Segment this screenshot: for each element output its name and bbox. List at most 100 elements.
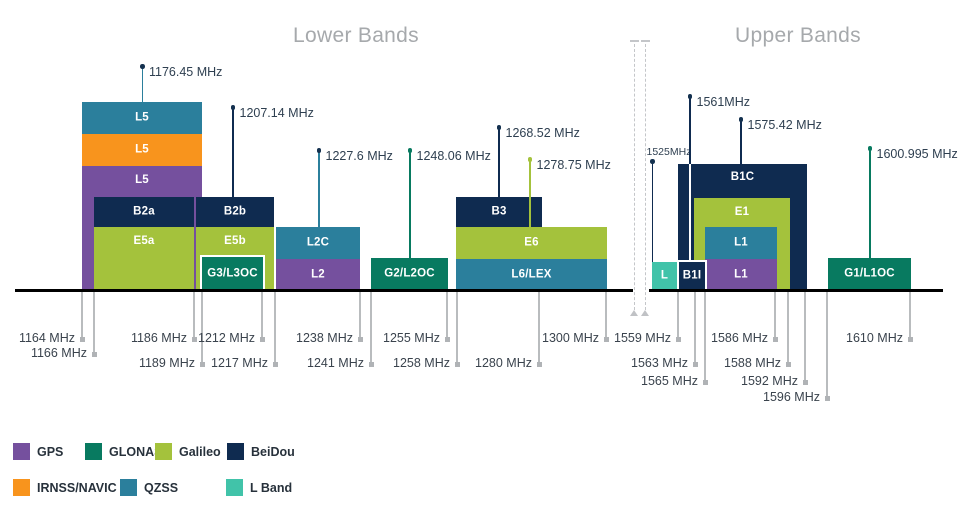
legend-label-qzss: QZSS: [144, 481, 179, 495]
legend-label-irnss: IRNSS/NAVIC: [37, 481, 117, 495]
edge-leader-line-1565: [704, 292, 706, 382]
band-block-e6: E6: [456, 227, 607, 259]
edge-leader-line-1217: [274, 292, 276, 364]
band-block-l-band: L: [652, 262, 677, 290]
freq-marker-dot-1575: [738, 117, 744, 122]
legend-swatch-qzss: [120, 479, 137, 496]
band-label-e6: E6: [524, 236, 539, 249]
edge-leader-square-1559: [675, 337, 681, 342]
band-block-l1-gps: L1: [705, 259, 777, 290]
edge-frequency-label-1238: 1238 MHz: [296, 331, 353, 345]
edge-frequency-label-1300: 1300 MHz: [542, 331, 599, 345]
edge-frequency-label-1610: 1610 MHz: [846, 331, 903, 345]
band-block-b3: B3: [456, 197, 542, 227]
freq-marker-line-1176: [141, 66, 144, 102]
legend-swatch-galileo: [155, 443, 172, 460]
edge-leader-square-1565: [702, 380, 708, 385]
edge-leader-square-1610: [907, 337, 913, 342]
upper-bands-title: Upper Bands: [735, 24, 861, 47]
edge-leader-square-1588: [785, 362, 791, 367]
edge-leader-square-1212: [259, 337, 265, 342]
freq-marker-dot-1248: [407, 148, 413, 153]
axis-break-dashed-line-1: [634, 44, 636, 310]
freq-marker-line-white-1561: [689, 164, 691, 262]
band-label-b3: B3: [491, 205, 507, 218]
edge-frequency-label-1189: 1189 MHz: [138, 356, 195, 370]
band-label-l1-gps: L1: [734, 268, 748, 281]
axis-break-top-cap-1: [630, 40, 639, 42]
band-label-l-band: L: [660, 269, 669, 282]
edge-leader-square-1189: [199, 362, 205, 367]
edge-leader-line-1596: [826, 292, 828, 398]
edge-frequency-label-1212: 1212 MHz: [198, 331, 255, 345]
freq-marker-label-1278: 1278.75 MHz: [536, 158, 611, 172]
edge-leader-line-1189: [201, 292, 203, 364]
edge-leader-line-1559: [677, 292, 679, 339]
freq-marker-line-1227: [318, 150, 320, 227]
freq-marker-label-1600: 1600.995 MHz: [876, 147, 958, 161]
legend-swatch-lband: [226, 479, 243, 496]
freq-marker-dot-1176: [140, 64, 145, 69]
edge-frequency-label-1217: 1217 MHz: [211, 356, 268, 370]
edge-frequency-label-1280: 1280 MHz: [475, 356, 532, 370]
band-block-e5a: E5a: [94, 227, 194, 290]
band-block-l5-irnss: L5: [82, 134, 202, 166]
edge-leader-square-1592: [802, 380, 808, 385]
band-block-g3-l3oc: G3/L3OC: [200, 255, 265, 290]
freq-marker-dot-1278: [527, 157, 533, 162]
frequency-axis-segment-2: [649, 288, 943, 292]
edge-leader-line-1592: [804, 292, 806, 382]
freq-marker-label-1227: 1227.6 MHz: [325, 149, 393, 163]
freq-marker-line-1575: [740, 119, 742, 164]
edge-leader-line-1300: [605, 292, 607, 339]
legend-label-beidou: BeiDou: [251, 445, 295, 459]
edge-leader-square-1241: [368, 362, 374, 367]
freq-marker-label-1207: 1207.14 MHz: [239, 106, 314, 120]
edge-leader-line-1255: [446, 292, 448, 339]
edge-leader-square-1255: [444, 337, 450, 342]
edge-frequency-label-1559: 1559 MHz: [614, 331, 671, 345]
edge-frequency-label-1164: 1164 MHz: [18, 331, 75, 345]
band-block-b2a: B2a: [94, 197, 194, 227]
edge-frequency-label-1258: 1258 MHz: [393, 356, 450, 370]
edge-leader-square-1586: [772, 337, 778, 342]
band-label-e5b: E5b: [224, 235, 246, 247]
freq-marker-line-1268: [498, 127, 500, 197]
band-label-l2c: L2C: [306, 236, 330, 249]
edge-leader-line-1610: [909, 292, 911, 339]
band-block-l2c: L2C: [276, 227, 360, 259]
freq-marker-label-1176: 1176.45 MHz: [149, 65, 223, 79]
freq-marker-label-1561: 1561MHz: [696, 95, 751, 109]
freq-marker-dot-1561: [687, 94, 693, 99]
band-block-g1-l1oc: G1/L1OC: [828, 258, 911, 290]
band-label-l5-qzss: L5: [135, 111, 149, 124]
axis-break-bottom-arrow-2: [641, 310, 649, 316]
freq-marker-dot-1525: [650, 159, 655, 164]
freq-marker-line-1525: [651, 161, 654, 262]
edge-leader-line-1586: [774, 292, 776, 339]
edge-leader-line-1212: [261, 292, 263, 339]
band-label-b1i: B1I: [682, 269, 702, 282]
axis-break-top-cap-2: [641, 40, 650, 42]
edge-frequency-label-1186: 1186 MHz: [130, 331, 187, 345]
band-block-b2b: B2b: [196, 197, 274, 227]
band-block-b1i: B1I: [677, 260, 707, 290]
freq-marker-label-1525: 1525MHz: [646, 146, 692, 158]
edge-leader-square-1217: [272, 362, 278, 367]
edge-leader-square-1300: [603, 337, 609, 342]
band-label-b2a: B2a: [133, 205, 155, 218]
edge-frequency-label-1592: 1592 MHz: [741, 374, 798, 388]
band-label-l2: L2: [311, 268, 325, 281]
freq-marker-label-1248: 1248.06 MHz: [416, 149, 491, 163]
band-block-l1-qzss: L1: [705, 227, 777, 259]
band-label-e1: E1: [734, 206, 750, 218]
frequency-axis-segment-1: [15, 288, 633, 292]
band-label-l5-irnss: L5: [135, 143, 149, 156]
freq-marker-line-1278: [529, 159, 531, 227]
edge-leader-square-1238: [357, 337, 363, 342]
edge-leader-square-1563: [692, 362, 698, 367]
edge-frequency-label-1255: 1255 MHz: [383, 331, 440, 345]
freq-marker-label-1575: 1575.42 MHz: [747, 118, 822, 132]
band-block-g2-l2oc: G2/L2OC: [371, 258, 448, 290]
